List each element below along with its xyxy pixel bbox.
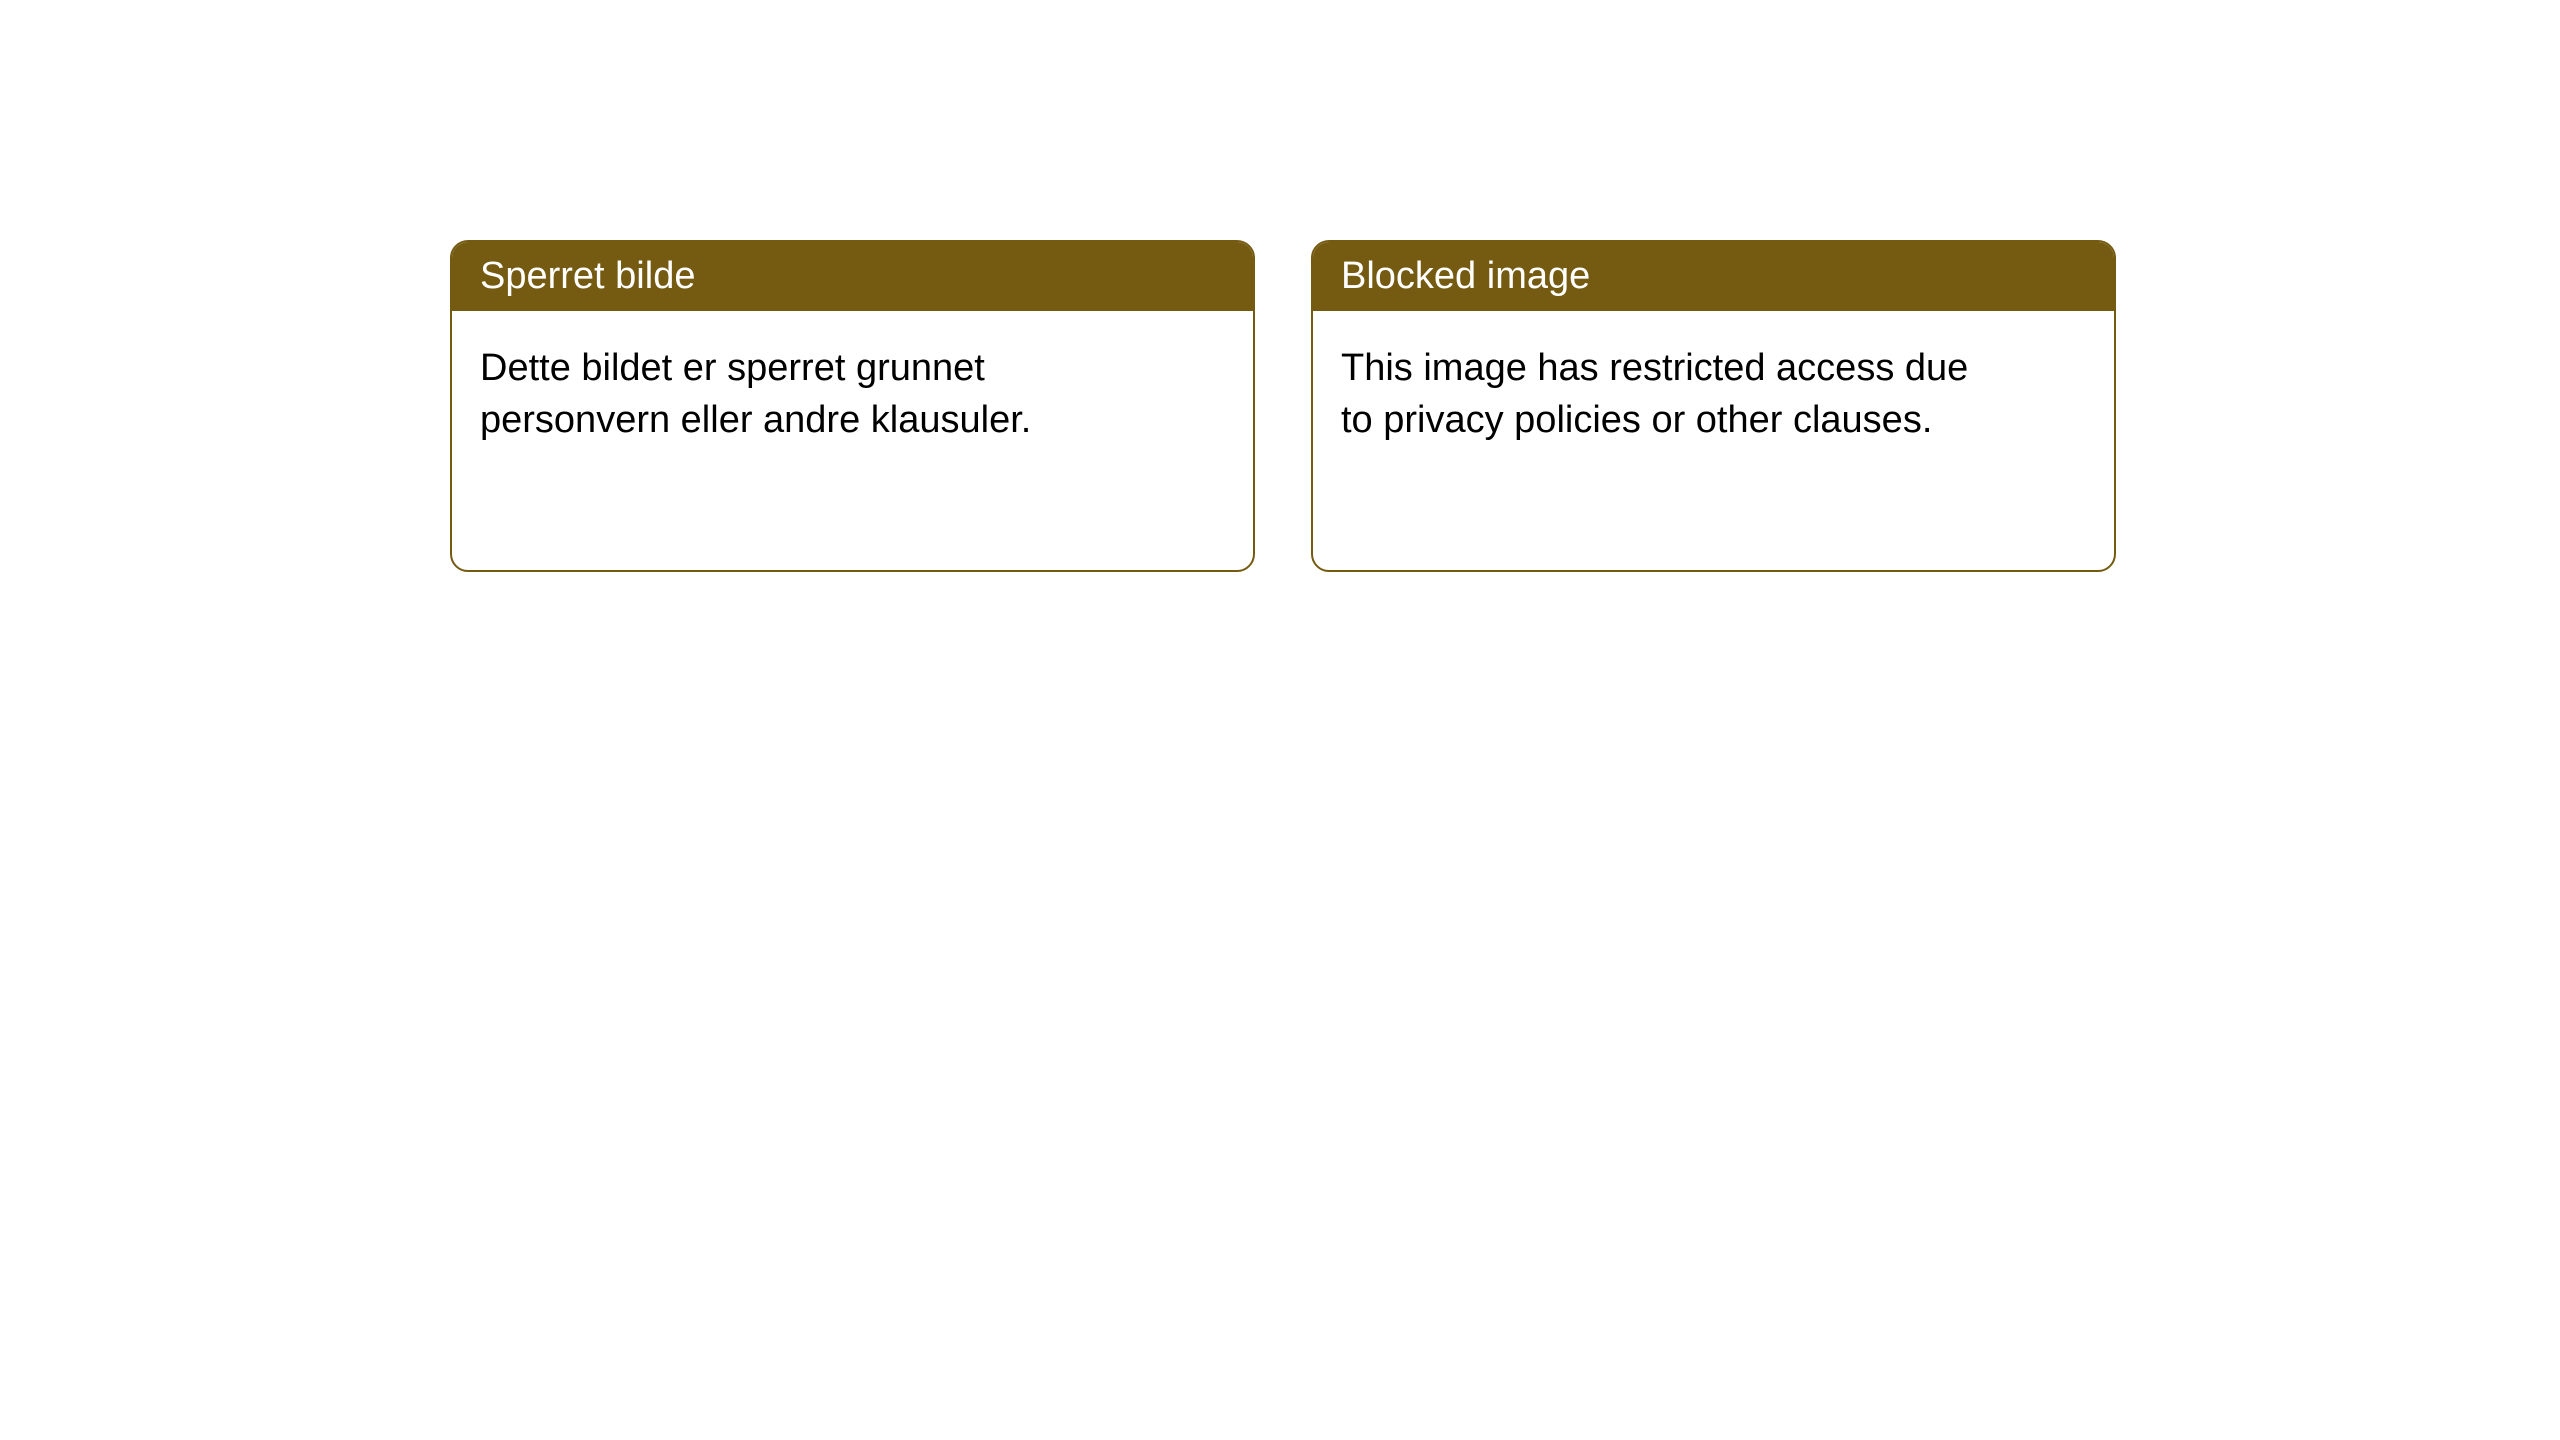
notice-header: Blocked image xyxy=(1313,242,2114,311)
notice-box-english: Blocked image This image has restricted … xyxy=(1311,240,2116,572)
notice-container: Sperret bilde Dette bildet er sperret gr… xyxy=(0,0,2560,572)
notice-message: This image has restricted access due to … xyxy=(1341,347,1968,440)
notice-body: Dette bildet er sperret grunnet personve… xyxy=(452,311,1172,478)
notice-header: Sperret bilde xyxy=(452,242,1253,311)
notice-title: Sperret bilde xyxy=(480,255,695,297)
notice-body: This image has restricted access due to … xyxy=(1313,311,2033,478)
notice-box-norwegian: Sperret bilde Dette bildet er sperret gr… xyxy=(450,240,1255,572)
notice-message: Dette bildet er sperret grunnet personve… xyxy=(480,347,1031,440)
notice-title: Blocked image xyxy=(1341,255,1590,297)
